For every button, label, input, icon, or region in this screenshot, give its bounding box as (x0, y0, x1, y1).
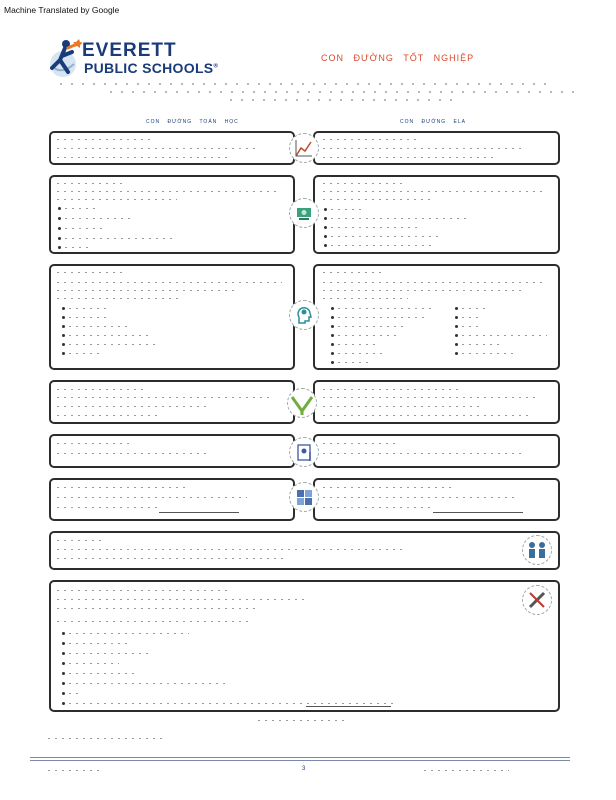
footer-left (48, 770, 102, 771)
page-number: 3 (302, 766, 306, 772)
logo-line-1: EVERETT (82, 40, 177, 61)
footnote-left (48, 738, 163, 739)
pencil-ruler-icon (522, 585, 552, 615)
military-pathway-box (49, 531, 560, 570)
soldiers-icon (522, 535, 552, 565)
logo-line-2: PUBLIC SCHOOLS® (84, 60, 219, 76)
calculator-icon (289, 482, 319, 512)
math-box-3 (49, 264, 295, 370)
ela-box-3 (313, 264, 560, 370)
head-gears-icon (289, 300, 319, 330)
ela-box-4 (313, 380, 560, 424)
runner-globe-icon (50, 39, 82, 77)
ela-pathway-heading: CON ĐƯỜNG ELA (400, 119, 467, 125)
intro-paragraph (60, 83, 580, 107)
certificate-icon (289, 437, 319, 467)
district-logo: EVERETT PUBLIC SCHOOLS® (48, 38, 248, 84)
page-title: CON ĐƯỜNG TỐT NGHIỆP (321, 53, 475, 63)
footer-rule-top (30, 757, 570, 758)
ela-box-5 (313, 434, 560, 468)
math-box-4 (49, 380, 295, 424)
math-box-2 (49, 175, 295, 254)
footer-right (424, 770, 509, 771)
math-box-5 (49, 434, 295, 468)
math-box-1 (49, 131, 295, 165)
road-junction-icon (287, 388, 317, 418)
chart-trend-icon (289, 133, 319, 163)
ela-box-6 (313, 478, 560, 521)
cte-pathway-box (49, 580, 560, 712)
footnote-center (258, 720, 348, 721)
money-icon (289, 198, 319, 228)
math-box-6 (49, 478, 295, 521)
ela-box-2 (313, 175, 560, 254)
footer-rule-bottom (30, 760, 570, 761)
math-pathway-heading: CON ĐƯỜNG TOÁN HỌC (146, 119, 239, 125)
ela-box-1 (313, 131, 560, 165)
machine-translation-banner: Machine Translated by Google (4, 5, 120, 15)
